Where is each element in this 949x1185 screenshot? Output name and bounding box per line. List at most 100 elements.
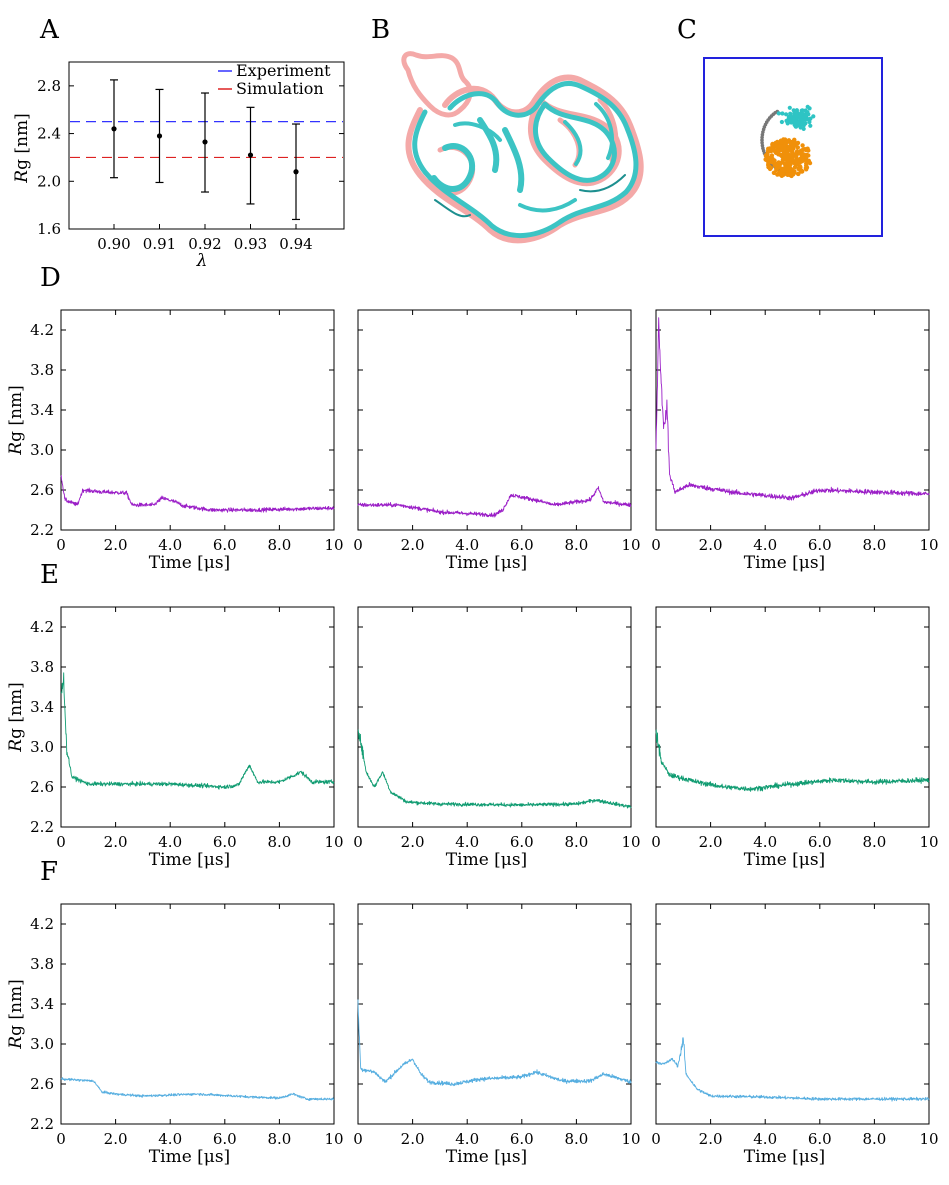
- xtick-label: 2.0: [104, 536, 128, 554]
- xtick-label: 0: [56, 536, 66, 554]
- x-axis-label: Time [μs]: [149, 850, 230, 870]
- rg-trace-line: [60, 475, 335, 513]
- y-axis-label-italic: R: [6, 1036, 26, 1050]
- panel-a-ytick-label: 1.6: [37, 220, 61, 238]
- orange-domain-beads: [763, 137, 813, 179]
- xtick-label: 2.0: [699, 536, 723, 554]
- orange-domain-bead: [798, 169, 804, 174]
- ytick-label: 3.8: [30, 361, 54, 379]
- orange-domain-bead: [763, 157, 769, 162]
- orange-domain-bead: [793, 158, 798, 164]
- cyan-domain-bead: [794, 113, 799, 118]
- xtick-label: 2.0: [401, 1130, 425, 1148]
- ytick-label: 4.2: [30, 321, 54, 339]
- panel-a-ytick-label: 2.8: [37, 77, 61, 95]
- xtick-label: 10: [324, 536, 343, 554]
- xtick-label: 0: [353, 1130, 363, 1148]
- panel-label-b: B: [371, 15, 390, 45]
- xtick-label: 2.0: [401, 833, 425, 851]
- cyan-domain-bead: [808, 123, 813, 128]
- xtick-label: 10: [919, 1130, 938, 1148]
- ytick-label: 3.0: [30, 738, 54, 756]
- panel-a-ytick-label: 2.0: [37, 172, 61, 190]
- orange-domain-bead: [771, 159, 776, 165]
- xtick-label: 10: [324, 1130, 343, 1148]
- orange-domain-bead: [778, 138, 784, 143]
- cyan-domain-beads: [776, 104, 816, 131]
- panel-a-ytick-label: 2.4: [37, 125, 61, 143]
- cyan-domain-bead: [793, 119, 798, 124]
- orange-domain-bead: [788, 172, 793, 177]
- xtick-label: 8.0: [267, 1130, 291, 1148]
- xtick-label: 0: [651, 536, 661, 554]
- orange-domain-bead: [779, 144, 784, 150]
- orange-domain-bead: [792, 139, 797, 144]
- orange-domain-bead: [777, 164, 782, 169]
- plot-frame: [357, 606, 632, 828]
- ytick-label: 3.0: [30, 441, 54, 459]
- ytick-label: 2.6: [30, 481, 54, 499]
- x-axis-label: Time [μs]: [446, 1147, 527, 1167]
- y-axis-label-rest: g [nm]: [6, 682, 26, 739]
- xtick-label: 6.0: [510, 833, 534, 851]
- orange-domain-bead: [775, 172, 780, 177]
- x-axis-label: Time [μs]: [446, 850, 527, 870]
- plot-frame: [655, 606, 930, 828]
- linker-bead: [760, 138, 764, 142]
- orange-domain-bead: [801, 152, 807, 157]
- orange-domain-bead: [770, 142, 775, 147]
- orange-domain-bead: [782, 154, 788, 159]
- xtick-label: 0: [651, 1130, 661, 1148]
- xtick-label: 4.0: [455, 1130, 479, 1148]
- cyan-domain-bead: [780, 111, 785, 116]
- plot-frame: [357, 903, 632, 1125]
- cyan-domain-bead: [807, 106, 812, 111]
- xtick-label: 8.0: [564, 1130, 588, 1148]
- linker-bead: [760, 143, 765, 148]
- xtick-label: 0: [56, 1130, 66, 1148]
- panel-a-xtick-label: 0.92: [188, 235, 221, 253]
- y-axis-label-italic: R: [6, 739, 26, 753]
- panel-a-x-axis-label: λ: [196, 251, 208, 271]
- orange-domain-bead: [785, 149, 790, 155]
- ytick-label: 3.8: [30, 955, 54, 973]
- ytick-label: 3.4: [30, 995, 54, 1013]
- linker-bead: [760, 135, 764, 140]
- plot-frame: [655, 309, 930, 531]
- cyan-domain-bead: [800, 118, 805, 123]
- orange-domain-bead: [799, 156, 805, 161]
- panel-label-f: F: [40, 857, 58, 887]
- rg-trace-line: [60, 672, 335, 790]
- xtick-label: 4.0: [158, 833, 182, 851]
- structure-simulation-ribbon: [412, 80, 639, 239]
- orange-domain-bead: [769, 153, 775, 158]
- rg-trace-line: [357, 999, 632, 1087]
- orange-domain-bead: [784, 140, 790, 145]
- panel-a-xtick-label: 0.90: [97, 235, 130, 253]
- orange-domain-bead: [784, 160, 790, 166]
- xtick-label: 6.0: [808, 536, 832, 554]
- ytick-label: 3.4: [30, 401, 54, 419]
- ytick-label: 2.6: [30, 1075, 54, 1093]
- xtick-label: 8.0: [862, 536, 886, 554]
- cyan-domain-bead: [779, 119, 785, 125]
- panel-a-data-point: [247, 152, 254, 158]
- x-axis-label: Time [μs]: [446, 553, 527, 573]
- ytick-label: 4.2: [30, 915, 54, 933]
- cyan-domain-bead: [806, 117, 811, 122]
- cyan-domain-bead: [799, 108, 804, 113]
- orange-domain-bead: [763, 153, 769, 158]
- panel-e-plot-2: 0 2.0 4.0 6.0 8.0 10 Time [μs]: [353, 606, 641, 870]
- cyan-domain-bead: [793, 109, 798, 114]
- xtick-label: 4.0: [455, 833, 479, 851]
- xtick-label: 4.0: [158, 1130, 182, 1148]
- xtick-label: 10: [919, 833, 938, 851]
- panel-a-rg-vs-lambda-chart: 1.6 2.0 2.4 2.8 0.90 0.91 0.92 0.93 0.94 λ Rg [nm]…: [12, 61, 345, 271]
- structure-experiment-ribbon: [401, 51, 644, 244]
- xtick-label: 10: [919, 536, 938, 554]
- panel-label-d: D: [40, 263, 61, 293]
- orange-domain-bead: [766, 160, 772, 165]
- xtick-label: 0: [651, 833, 661, 851]
- xtick-label: 8.0: [862, 1130, 886, 1148]
